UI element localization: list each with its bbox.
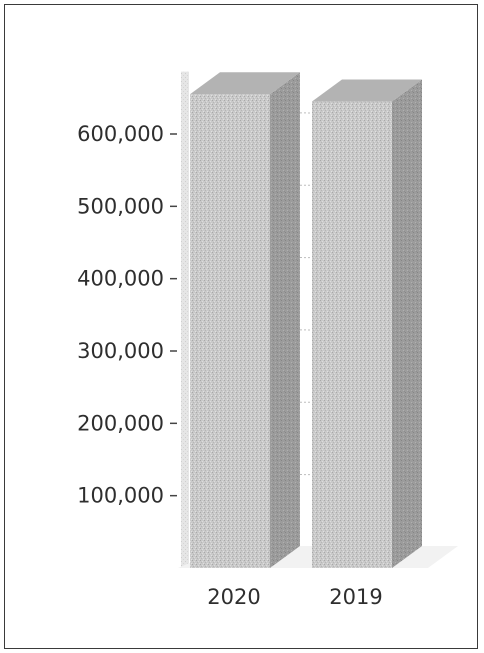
y-axis [170,133,177,497]
y-tick-label: 400,000 [77,267,164,291]
bar [312,101,392,568]
bar-side [270,72,300,568]
y-tick-label: 500,000 [77,194,164,218]
bar-top [312,79,422,102]
y-tick-label: 200,000 [77,411,164,435]
bars [190,72,422,568]
bar-top [190,72,300,95]
y-tick-label: 300,000 [77,339,164,363]
bar [190,94,270,568]
y-tick-label: 600,000 [77,122,164,146]
y-tick-label: 100,000 [77,484,164,508]
labels: 100,000 200,000 300,000 400,000 500,000 600,0… [77,122,383,609]
x-tick-label: 2019 [329,585,382,609]
x-tick-label: 2020 [207,585,260,609]
bar-side [392,79,422,568]
wall-edge [181,71,189,569]
